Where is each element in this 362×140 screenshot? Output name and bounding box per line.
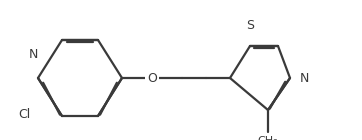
Text: Cl: Cl — [18, 108, 30, 121]
Text: S: S — [246, 19, 254, 32]
Text: CH₃: CH₃ — [258, 136, 278, 140]
Text: O: O — [147, 72, 157, 85]
Text: N: N — [29, 48, 38, 61]
Text: N: N — [300, 72, 310, 85]
